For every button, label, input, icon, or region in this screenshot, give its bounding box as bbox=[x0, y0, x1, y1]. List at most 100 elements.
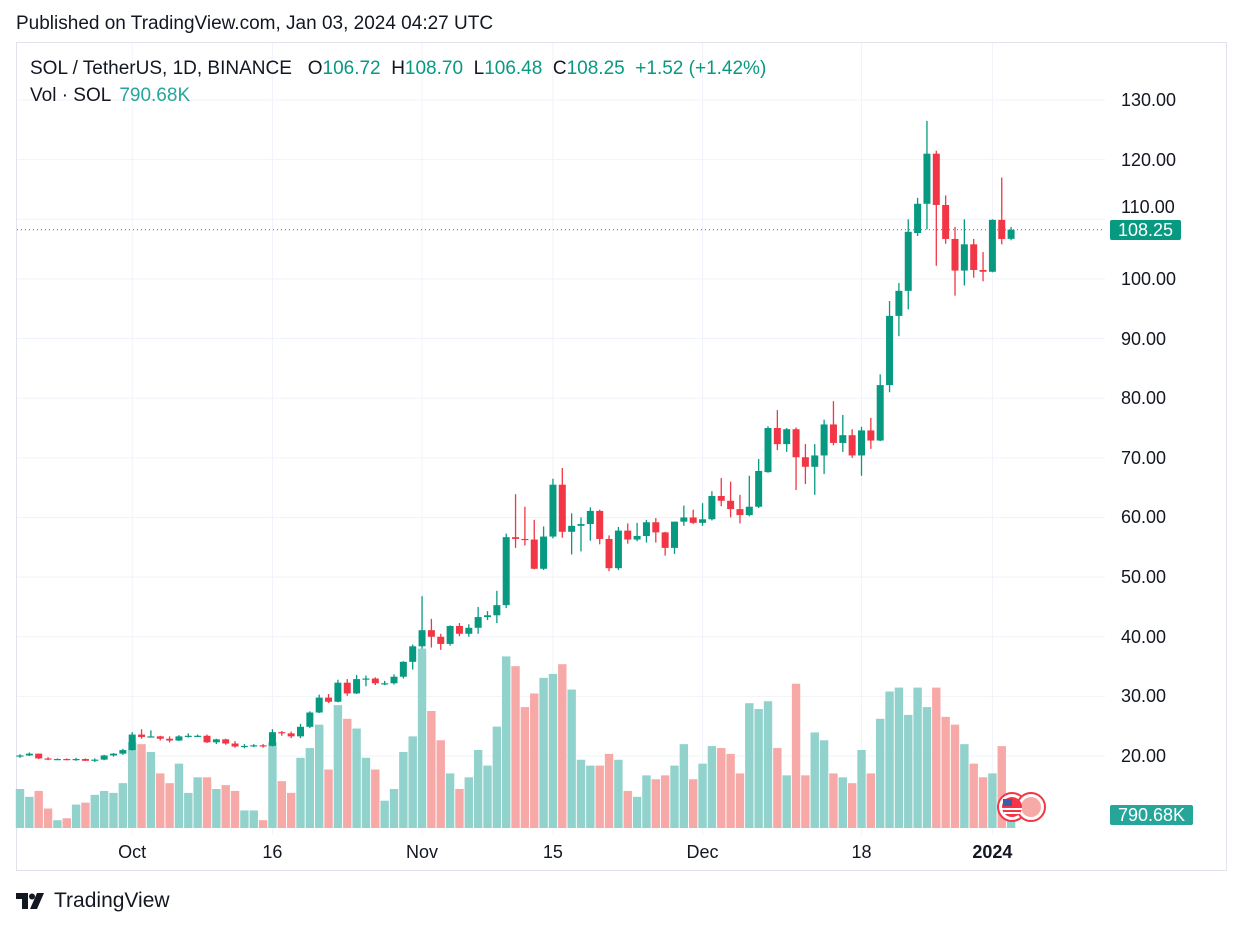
volume-bar bbox=[118, 783, 128, 828]
open-label: O bbox=[307, 58, 323, 79]
candle bbox=[820, 419, 828, 474]
candle bbox=[914, 197, 922, 236]
volume-bar bbox=[483, 765, 492, 828]
volume-bar bbox=[240, 810, 249, 828]
price-tick-label: 30.00 bbox=[1121, 686, 1167, 707]
candle-body bbox=[792, 429, 800, 458]
volume-bar bbox=[202, 777, 212, 828]
volume-bar bbox=[249, 810, 258, 828]
us-flag-event-icon[interactable] bbox=[997, 792, 1046, 822]
volume-bar bbox=[81, 802, 90, 828]
candle bbox=[951, 227, 959, 296]
volume-bar bbox=[90, 794, 99, 828]
volume-bar bbox=[34, 790, 43, 828]
tradingview-logo[interactable]: TradingView bbox=[16, 889, 170, 913]
candle-body bbox=[222, 739, 230, 744]
change-value: +1.52 (+1.42%) bbox=[635, 58, 767, 79]
candle-body bbox=[203, 735, 211, 743]
candle bbox=[755, 459, 763, 508]
volume-bar bbox=[184, 792, 193, 828]
volume-bar bbox=[904, 714, 913, 828]
volume-bar bbox=[623, 790, 632, 828]
time-tick-label: 2024 bbox=[972, 842, 1013, 862]
volume-bar bbox=[866, 773, 876, 828]
candle-body bbox=[184, 735, 192, 737]
candle bbox=[390, 674, 398, 685]
volume-bar bbox=[876, 718, 885, 828]
candle-body bbox=[175, 736, 183, 741]
candle bbox=[680, 505, 688, 526]
candle bbox=[633, 522, 641, 542]
candle bbox=[970, 238, 978, 278]
volume-badge: 790.68K bbox=[1110, 805, 1194, 825]
candle bbox=[895, 283, 903, 337]
candle bbox=[250, 744, 258, 748]
chart-frame[interactable] bbox=[16, 42, 1227, 871]
candle bbox=[156, 735, 164, 741]
volume-bar bbox=[502, 656, 511, 828]
volume-bar bbox=[380, 800, 389, 828]
candle bbox=[736, 494, 744, 524]
candle-body bbox=[867, 430, 875, 441]
candle bbox=[409, 644, 417, 670]
volume-bar bbox=[352, 728, 361, 828]
volume-bar bbox=[212, 789, 221, 828]
volume-bar bbox=[726, 753, 735, 828]
candle bbox=[811, 444, 819, 495]
candle bbox=[212, 738, 220, 745]
candle-body bbox=[128, 734, 136, 751]
volume-bar bbox=[445, 773, 455, 828]
candle-body bbox=[166, 738, 174, 741]
candle bbox=[867, 417, 875, 449]
candle-body bbox=[334, 682, 342, 702]
candle-body bbox=[530, 539, 538, 569]
candle-body bbox=[390, 676, 398, 684]
candle bbox=[717, 478, 725, 507]
volume-bar bbox=[604, 753, 614, 828]
candle bbox=[53, 758, 61, 761]
candle bbox=[848, 429, 856, 458]
candle bbox=[577, 517, 585, 552]
price-tick-label: 100.00 bbox=[1121, 268, 1177, 289]
candle bbox=[44, 757, 52, 761]
candle-body bbox=[91, 759, 99, 761]
volume-bar bbox=[137, 744, 146, 828]
volume-bar bbox=[305, 748, 315, 828]
volume-bar bbox=[128, 742, 137, 828]
volume-bar bbox=[745, 703, 754, 828]
volume-bar bbox=[735, 773, 745, 828]
volume-bar bbox=[296, 757, 305, 828]
candle-body bbox=[596, 510, 604, 539]
candle bbox=[297, 723, 304, 739]
price-tick-label: 60.00 bbox=[1121, 507, 1167, 528]
volume-bar bbox=[829, 773, 838, 828]
time-tick-label: Nov bbox=[406, 842, 439, 862]
volume-bar bbox=[642, 775, 651, 828]
price-tick-label: 90.00 bbox=[1121, 328, 1167, 349]
volume-bar bbox=[988, 773, 997, 828]
volume-bar bbox=[978, 777, 988, 828]
candle bbox=[988, 219, 996, 273]
candle-body bbox=[699, 519, 707, 523]
candle bbox=[661, 531, 669, 556]
symbol-title[interactable]: SOL / TetherUS, 1D, BINANCE bbox=[30, 58, 292, 79]
candle-body bbox=[755, 470, 763, 507]
candle bbox=[268, 729, 276, 747]
volume-bar bbox=[548, 673, 558, 828]
volume-bar bbox=[15, 789, 25, 828]
volume-label: Vol · SOL bbox=[30, 85, 112, 106]
volume-bar bbox=[333, 705, 343, 828]
volume-bar bbox=[277, 781, 286, 828]
candle-body bbox=[194, 735, 202, 737]
volume-bar bbox=[586, 765, 595, 828]
low-label: L bbox=[473, 58, 485, 79]
candle-body bbox=[689, 517, 697, 523]
volume-bar bbox=[679, 744, 689, 828]
volume-bar bbox=[146, 751, 156, 828]
candle bbox=[72, 757, 80, 761]
candle-body bbox=[783, 429, 791, 445]
price-tick-label: 120.00 bbox=[1121, 149, 1177, 170]
volume-bar bbox=[473, 750, 483, 828]
candle bbox=[530, 519, 538, 570]
